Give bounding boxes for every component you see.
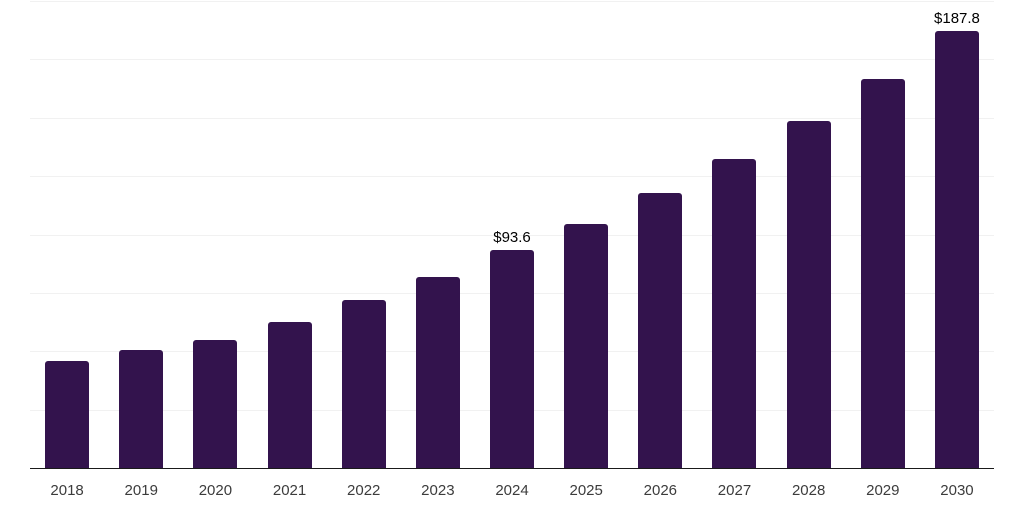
gridline (30, 1, 994, 2)
bar-2021 (267, 321, 312, 469)
x-tick-label-2020: 2020 (198, 482, 233, 499)
bar-2026 (638, 193, 683, 469)
bar-slot (549, 2, 623, 469)
bar-slot (772, 2, 846, 469)
x-tick-label-2018: 2018 (50, 482, 84, 499)
bar-2030: $187.8 (934, 11, 980, 469)
bar-slot (30, 2, 104, 469)
x-tick-label-2029: 2029 (866, 482, 900, 499)
bar-2018 (45, 360, 90, 469)
bar-value-label: $93.6 (493, 229, 531, 247)
bar-slot: $93.6 (475, 2, 549, 469)
bar-2029 (860, 78, 905, 469)
bar-slot (697, 2, 771, 469)
x-tick-label-2030: 2030 (940, 482, 974, 499)
bar-slot (846, 2, 920, 469)
bar-slot (252, 2, 326, 469)
bar-slot: $187.8 (920, 2, 994, 469)
bar-2024: $93.6 (490, 230, 535, 469)
x-tick-label-2028: 2028 (791, 482, 826, 499)
bar-slot (104, 2, 178, 469)
x-tick-label-2022: 2022 (347, 482, 381, 499)
bars-container: $93.6 $187.8 (30, 2, 994, 469)
gridline (30, 234, 994, 236)
bar-2020 (193, 339, 238, 469)
bar-slot (178, 2, 252, 469)
bar-value-label: $187.8 (934, 9, 980, 27)
plot-area: $93.6 $187.8 (30, 1, 994, 469)
bar-2023 (415, 276, 460, 469)
x-tick-label-2027: 2027 (717, 482, 752, 499)
bar-slot (623, 2, 697, 469)
gridline (30, 59, 994, 61)
bar-2019 (119, 349, 164, 469)
gridline (30, 176, 994, 178)
bar-2022 (341, 299, 386, 469)
x-tick-label-2025: 2025 (569, 482, 603, 499)
bar-2025 (564, 223, 609, 469)
bar-2028 (786, 121, 831, 469)
x-tick-label-2024: 2024 (495, 482, 529, 499)
x-tick-label-2026: 2026 (643, 482, 678, 499)
x-tick-label-2021: 2021 (272, 482, 307, 499)
bar-2027 (712, 159, 757, 469)
x-tick-label-2023: 2023 (421, 482, 455, 499)
bar-slot (327, 2, 401, 469)
x-axis-tick-labels: 2018 2019 2020 2021 2022 2023 2024 2025 2026 2027… (30, 469, 994, 512)
x-axis-line (30, 468, 994, 469)
bar-slot (401, 2, 475, 469)
x-tick-label-2019: 2019 (124, 482, 158, 499)
gridline (30, 117, 994, 119)
